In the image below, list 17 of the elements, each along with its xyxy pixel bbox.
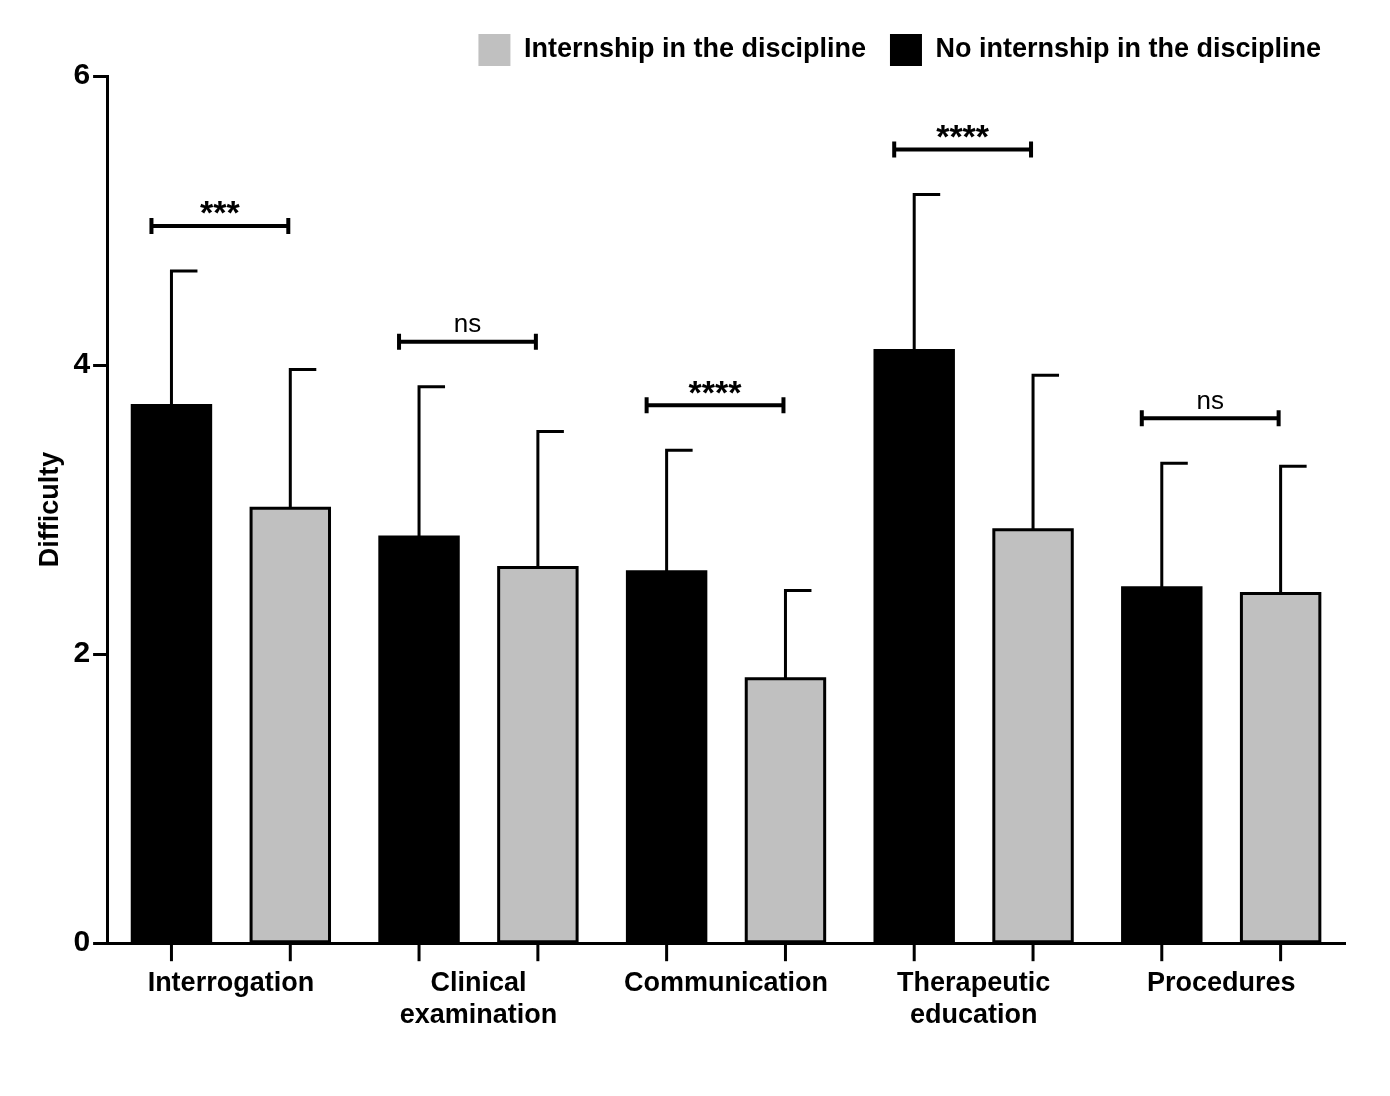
x-tick-label: Clinical examination — [399, 966, 558, 1030]
legend-label: Internship in the discipline — [523, 33, 866, 64]
x-tick-label: Procedures — [1146, 966, 1296, 997]
x-tick-label: Communication — [624, 966, 829, 997]
annotation: *** — [200, 193, 241, 232]
y-tick-label: 0 — [73, 924, 91, 958]
x-tick-label: Therapeutic education — [897, 966, 1051, 1030]
annotation: ns — [453, 307, 482, 338]
y-axis-title: Difficulty — [33, 451, 64, 568]
x-tick-label: Interrogation — [147, 966, 315, 997]
y-tick-label: 2 — [73, 635, 91, 669]
annotation: ns — [1196, 384, 1224, 415]
y-tick-label: 4 — [73, 346, 91, 380]
annotation: **** — [936, 116, 990, 155]
annotation: **** — [688, 372, 743, 411]
y-tick-label: 6 — [73, 57, 91, 91]
legend-label: No internship in the discipline — [935, 33, 1321, 64]
